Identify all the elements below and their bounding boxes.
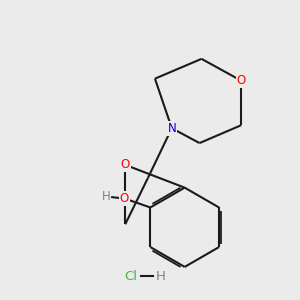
Text: Cl: Cl bbox=[124, 270, 137, 283]
Text: H: H bbox=[102, 190, 110, 203]
Text: O: O bbox=[121, 158, 130, 171]
Text: H: H bbox=[155, 270, 165, 283]
Text: O: O bbox=[236, 74, 246, 87]
Text: N: N bbox=[167, 122, 176, 135]
Text: O: O bbox=[120, 192, 129, 205]
